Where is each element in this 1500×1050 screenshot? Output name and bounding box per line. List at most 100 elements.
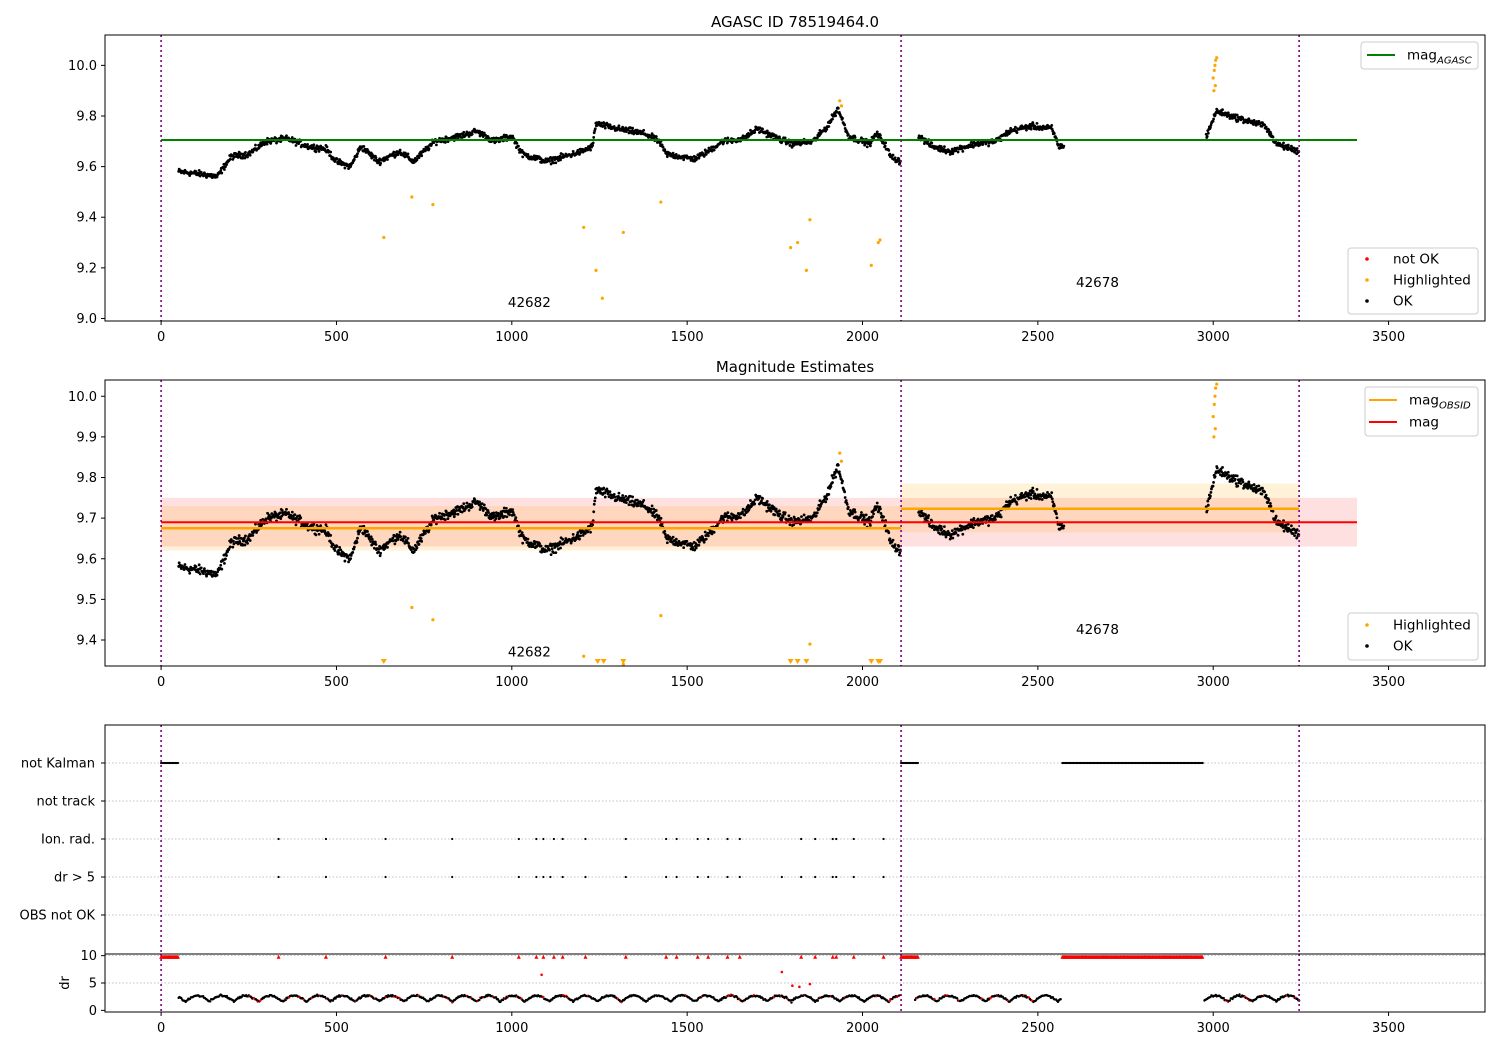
ok-point — [177, 561, 181, 565]
ok-point — [926, 516, 930, 520]
ok-point — [338, 545, 342, 549]
flag-point — [675, 837, 678, 841]
ok-point — [869, 523, 872, 527]
ok-point — [558, 540, 562, 544]
ok-point — [891, 538, 895, 542]
ok-point — [851, 512, 854, 516]
flag-point — [696, 837, 699, 841]
ok-point — [514, 516, 518, 520]
ok-point — [660, 522, 664, 526]
ok-point — [368, 537, 372, 541]
ok-point — [480, 502, 484, 506]
ok-point — [378, 554, 382, 558]
ok-point — [503, 515, 507, 518]
flag-point — [707, 875, 710, 879]
ok-point — [1264, 493, 1268, 497]
ok-point — [401, 539, 405, 543]
flag-point — [738, 837, 741, 841]
ok-point — [843, 496, 847, 499]
ok-point — [846, 133, 850, 136]
ok-point — [362, 145, 366, 148]
ok-point — [194, 565, 198, 569]
flag-point — [624, 837, 627, 841]
ok-point — [417, 156, 421, 160]
ok-point — [878, 134, 882, 137]
ok-point — [351, 161, 355, 165]
highlighted-point — [594, 268, 598, 272]
flag-point — [552, 837, 555, 841]
ok-point — [1252, 483, 1256, 486]
ok-point — [549, 553, 553, 556]
ok-point — [938, 149, 942, 153]
ok-point — [956, 533, 960, 537]
ok-point — [445, 510, 448, 514]
ok-point — [1221, 465, 1224, 469]
ok-point — [1241, 117, 1245, 121]
ok-point — [661, 145, 665, 149]
highlighted-point — [582, 654, 586, 658]
ok-point — [406, 536, 410, 540]
ok-point — [884, 141, 888, 145]
ok-point — [749, 128, 752, 132]
ok-point — [882, 515, 885, 519]
ok-point — [378, 544, 381, 548]
y-tick-label: 9.5 — [76, 593, 97, 608]
ok-point — [549, 162, 553, 166]
ok-point — [682, 158, 686, 162]
ok-point — [293, 513, 297, 517]
ok-point — [1268, 502, 1272, 505]
ok-point — [531, 545, 535, 549]
ok-point — [420, 154, 424, 158]
x-tick-label: 3000 — [1197, 330, 1230, 345]
ok-point — [559, 546, 562, 550]
ok-point — [1212, 480, 1215, 484]
ok-point — [942, 145, 946, 149]
ok-point — [624, 495, 628, 498]
ok-point — [374, 156, 378, 160]
ok-point — [391, 539, 395, 543]
legend-label: Highlighted — [1393, 618, 1471, 634]
highlighted-point — [869, 263, 873, 267]
flag-point — [882, 875, 885, 879]
ok-point — [1015, 502, 1019, 506]
ok-point — [1206, 131, 1210, 135]
ok-point — [1282, 141, 1285, 145]
ok-point — [197, 563, 201, 567]
dr-point — [284, 998, 287, 1002]
chart-title: AGASC ID 78519464.0 — [711, 13, 879, 31]
ok-point — [438, 136, 441, 140]
ok-point — [1235, 474, 1239, 478]
ok-point — [655, 513, 659, 517]
flag-point — [584, 837, 587, 841]
ok-point — [739, 516, 742, 520]
ok-point — [1205, 135, 1209, 138]
ok-point — [1024, 491, 1028, 494]
ok-point — [325, 533, 328, 537]
highlighted-point — [1212, 402, 1216, 406]
ok-point — [266, 511, 269, 515]
x-tick-label: 1000 — [495, 675, 528, 690]
ok-point — [691, 545, 694, 549]
ok-point — [829, 485, 833, 488]
ok-point — [954, 531, 958, 535]
flag-point — [707, 837, 710, 841]
y-tick-label: 9.8 — [76, 471, 97, 486]
ok-point — [631, 126, 635, 130]
flag-point — [535, 837, 538, 841]
ok-point — [540, 550, 544, 554]
ok-point — [765, 509, 769, 513]
ok-point — [987, 524, 990, 528]
ok-point — [352, 157, 356, 161]
ok-point — [663, 529, 667, 533]
ok-point — [591, 144, 595, 147]
flag-category-label: not track — [36, 795, 95, 810]
ok-point — [999, 515, 1003, 519]
ok-point — [741, 507, 745, 511]
ok-point — [243, 536, 246, 540]
highlighted-point — [808, 642, 812, 646]
highlighted-point — [1214, 58, 1218, 62]
ok-point — [1263, 123, 1266, 127]
ok-point — [1213, 113, 1217, 117]
ok-point — [415, 158, 419, 162]
ok-point — [726, 511, 730, 514]
